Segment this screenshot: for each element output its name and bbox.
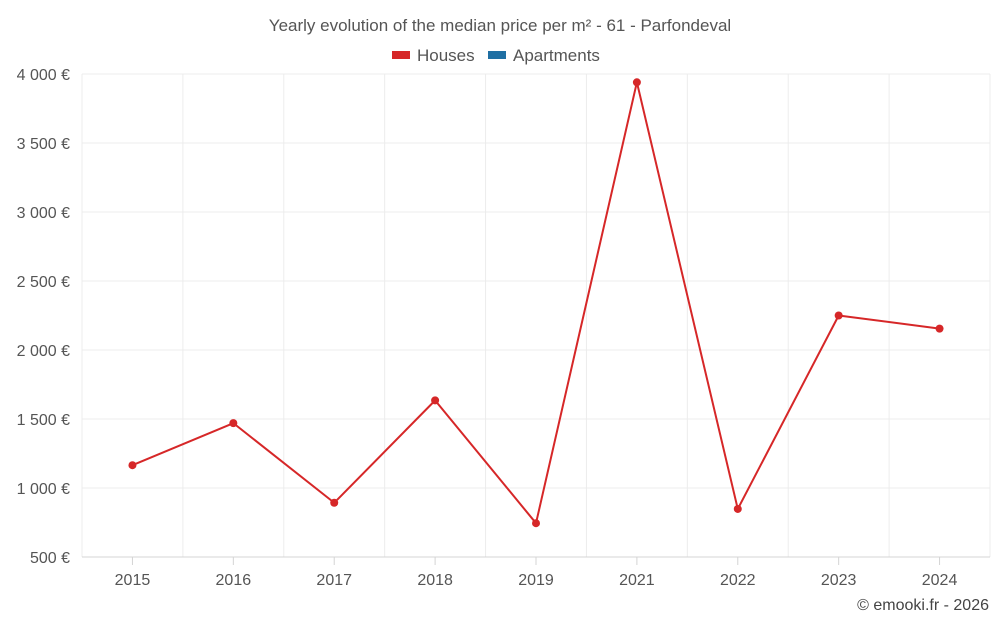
copyright-text: © emooki.fr - 2026	[857, 597, 989, 614]
x-tick-label: 2018	[417, 572, 453, 589]
data-point-houses[interactable]	[834, 311, 843, 320]
y-tick-label: 2 500 €	[17, 274, 70, 291]
chart-title: Yearly evolution of the median price per…	[269, 16, 731, 35]
y-tick-label: 500 €	[30, 550, 70, 567]
x-tick-label: 2016	[216, 572, 252, 589]
legend-label-houses[interactable]: Houses	[417, 46, 475, 65]
data-point-houses[interactable]	[733, 504, 742, 513]
data-point-houses[interactable]	[532, 519, 540, 528]
y-tick-label: 4 000 €	[17, 67, 70, 84]
axes: 500 € 1 000 € 1 500 € 2 000 € 2 500 € 3 000 €…	[17, 67, 990, 589]
legend-swatch-apartments[interactable]	[488, 51, 506, 59]
legend-label-apartments[interactable]: Apartments	[513, 46, 600, 65]
grid	[81, 73, 991, 558]
x-tick-label: 2015	[115, 572, 151, 589]
series-line-houses	[132, 81, 940, 525]
y-tick-label: 3 500 €	[17, 136, 70, 153]
data-point-houses[interactable]	[229, 419, 238, 428]
y-tick-label: 3 000 €	[17, 205, 70, 222]
x-tick-label: 2021	[619, 572, 655, 589]
data-point-houses[interactable]	[431, 396, 440, 405]
series-layer	[128, 78, 944, 528]
x-tick-label: 2023	[821, 572, 857, 589]
data-point-houses[interactable]	[632, 78, 641, 87]
x-tick-label: 2024	[922, 572, 958, 589]
data-point-houses[interactable]	[330, 498, 339, 507]
y-tick-label: 2 000 €	[17, 343, 70, 360]
y-tick-label: 1 000 €	[17, 481, 70, 498]
data-point-houses[interactable]	[935, 324, 944, 333]
x-tick-label: 2017	[316, 572, 352, 589]
legend: Houses Apartments	[392, 46, 600, 65]
x-tick-label: 2022	[720, 572, 756, 589]
x-tick-label: 2019	[518, 572, 554, 589]
legend-swatch-houses[interactable]	[392, 51, 410, 59]
y-tick-label: 1 500 €	[17, 412, 70, 429]
data-point-houses[interactable]	[128, 461, 137, 470]
